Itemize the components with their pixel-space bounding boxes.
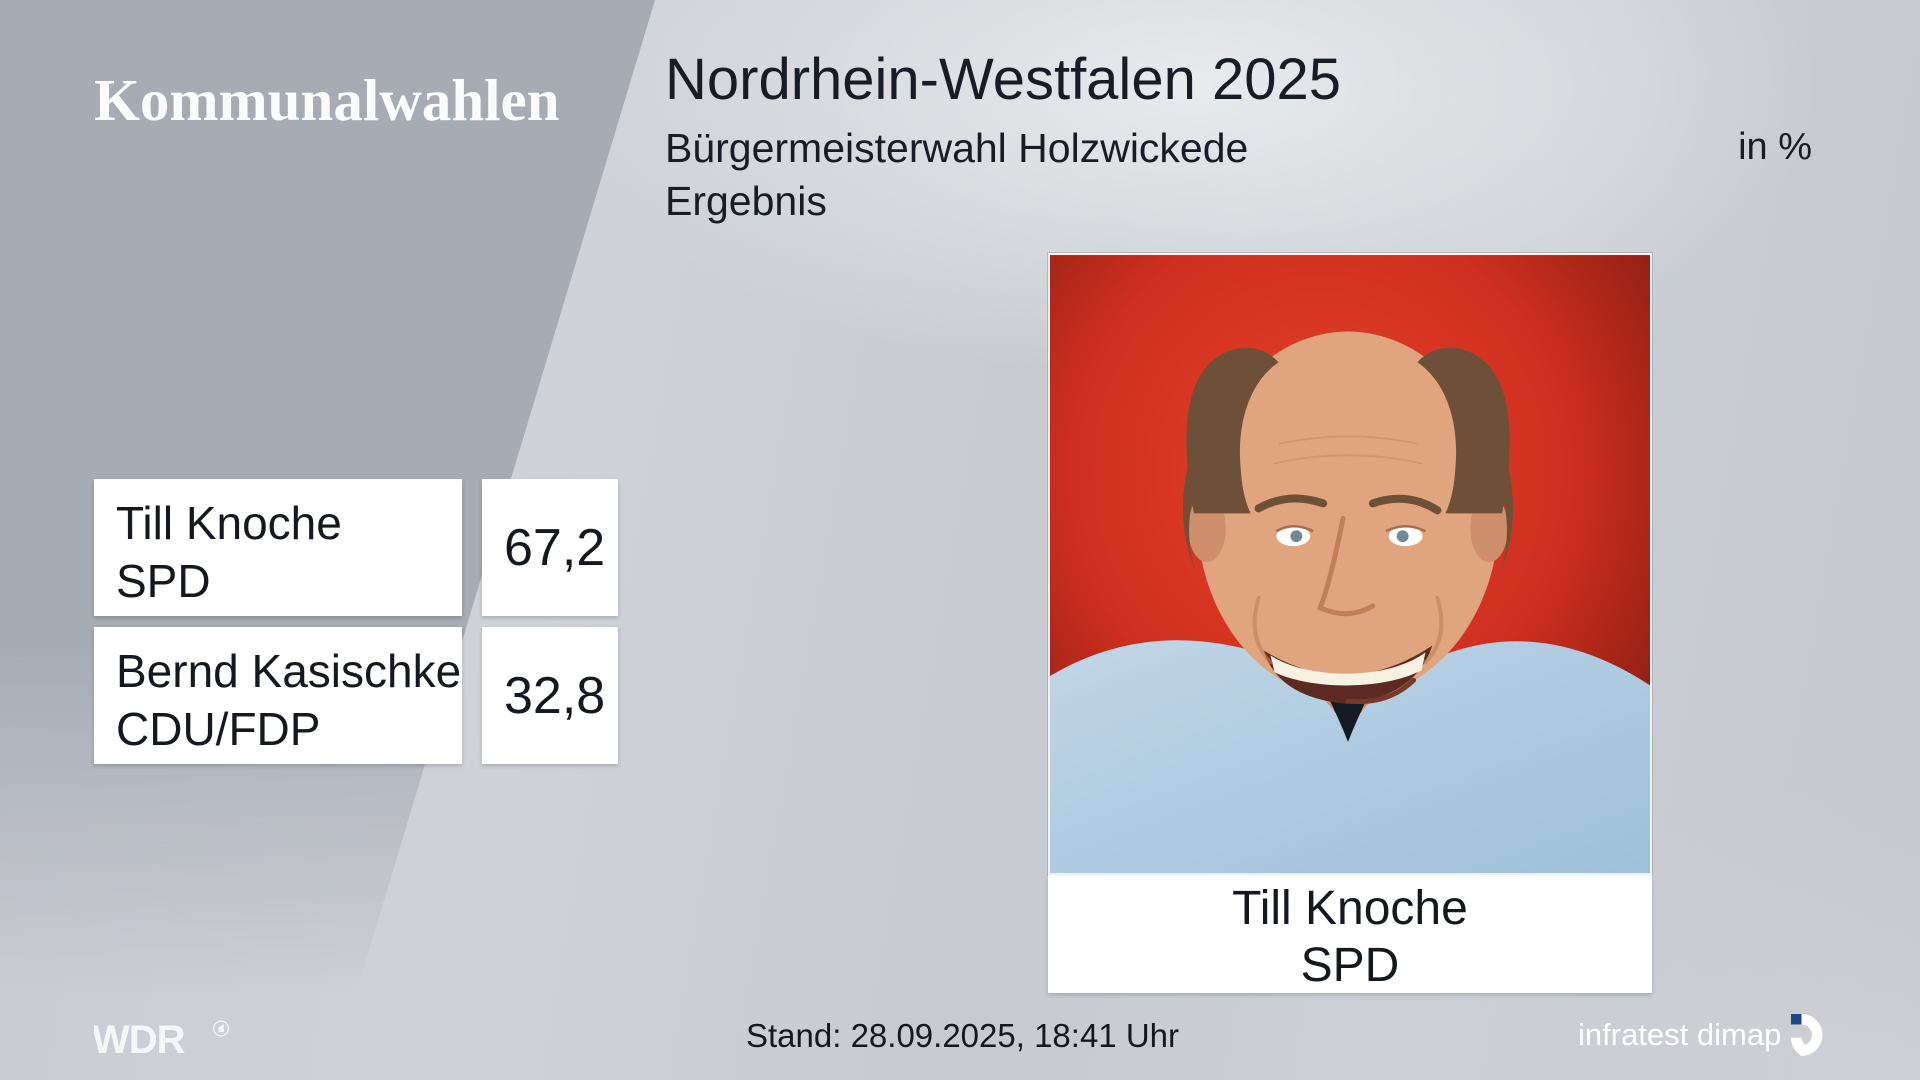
svg-text:infratest dimap: infratest dimap xyxy=(1578,1017,1781,1052)
svg-text:WDR: WDR xyxy=(94,1020,186,1062)
